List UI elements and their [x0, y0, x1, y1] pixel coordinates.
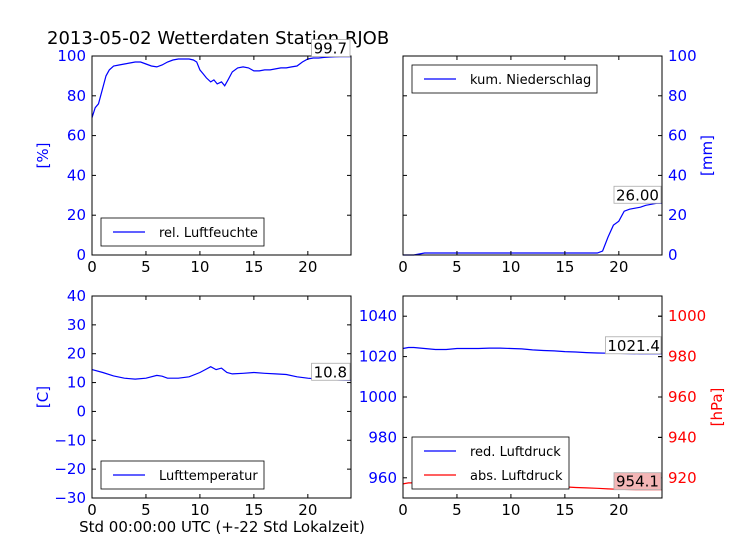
x-tick-label: 5: [452, 258, 462, 276]
y-tick-label: 1020: [359, 348, 397, 366]
y-tick-label: 40: [67, 166, 86, 184]
y-tick-label: 0: [668, 246, 678, 264]
x-tick-label: 5: [141, 258, 151, 276]
panel-top-right: 0 5 10 15 20 0 20 40 60 80 100 [mm] 26.00 kum. Nieder…: [398, 47, 716, 276]
y-axis-label: [mm]: [698, 135, 716, 176]
value-annotation-box: [311, 362, 351, 381]
x-axis-label: Std 00:00:00 UTC (+-22 Std Lokalzeit): [79, 518, 365, 536]
x-tick-label: 10: [190, 258, 209, 276]
legend-label: Lufttemperatur: [159, 469, 258, 484]
y-axis-label: [C]: [34, 386, 52, 408]
value-annotation: 10.8: [314, 363, 347, 381]
y2-tick-label: 960: [668, 388, 697, 406]
panel-bottom-right: 0 5 10 15 20 960 980 1000 1020 1040 920 940 960 980 10…: [359, 295, 726, 519]
x-tick-label: 15: [555, 501, 574, 519]
y-tick-label: 30: [67, 316, 86, 334]
figure-title: 2013-05-02 Wetterdaten Station RJOB: [47, 28, 389, 49]
x-tick-label: 10: [501, 258, 520, 276]
legend-label: kum. Niederschlag: [470, 73, 591, 88]
y-tick-label: 80: [67, 87, 86, 105]
x-tick-label: 0: [87, 501, 97, 519]
y-tick-label: 0: [76, 246, 86, 264]
plot-frame: [402, 55, 663, 256]
y-tick-label: 20: [668, 206, 687, 224]
y-tick-label: 0: [76, 402, 86, 420]
y-tick-label: 40: [67, 287, 86, 305]
plot-frame: [91, 295, 352, 499]
x-tick-label: 10: [501, 501, 520, 519]
y2-tick-label: 980: [668, 348, 697, 366]
x-tick-label: 10: [190, 501, 209, 519]
legend-box: [411, 436, 570, 490]
plot-frame: [91, 55, 352, 256]
x-tick-label: 0: [87, 258, 97, 276]
y2-tick-label: 920: [668, 469, 697, 487]
y-axis-label: [%]: [34, 143, 52, 169]
series-line-rel-luftfeuchte: [91, 55, 351, 118]
y-tick-label: 20: [67, 206, 86, 224]
value-annotation-box: [311, 39, 351, 57]
legend-label: red. Luftdruck: [470, 445, 561, 460]
y2-tick-label: 1000: [668, 307, 706, 325]
x-tick-label: 5: [141, 501, 151, 519]
value-annotation: 1021.4: [607, 337, 660, 355]
legend-label: abs. Luftdruck: [470, 469, 563, 484]
x-tick-label: 15: [244, 501, 263, 519]
y-tick-label: 10: [67, 374, 86, 392]
y-tick-label: −10: [54, 431, 86, 449]
series-line-kum-niederschlag: [403, 202, 662, 256]
x-tick-label: 20: [298, 258, 317, 276]
y-tick-label: −20: [54, 460, 86, 478]
value-annotation-box: [613, 472, 662, 491]
y-tick-label: 60: [67, 127, 86, 145]
x-tick-label: 20: [609, 258, 628, 276]
y-tick-label: 980: [368, 428, 397, 446]
value-annotation: 99.7: [314, 40, 347, 58]
y-tick-label: 20: [67, 345, 86, 363]
x-tick-label: 15: [244, 258, 263, 276]
panel-top-left: 0 5 10 15 20 0 20 40 60 80 100 [%] 99.7 rel. Luftfeuc…: [34, 39, 352, 276]
x-tick-label: 0: [398, 258, 408, 276]
x-tick-label: 0: [398, 501, 408, 519]
y-tick-label: 40: [668, 166, 687, 184]
y2-axis-label: [hPa]: [708, 388, 726, 427]
y-tick-label: 960: [368, 469, 397, 487]
y-tick-label: 1040: [359, 307, 397, 325]
value-annotation-box: [613, 185, 662, 204]
y-tick-label: 100: [668, 47, 697, 65]
y-tick-label: 60: [668, 127, 687, 145]
y-tick-label: 80: [668, 87, 687, 105]
value-annotation: 954.1: [616, 473, 659, 491]
y-tick-label: −30: [54, 489, 86, 507]
panel-bottom-left: 0 5 10 15 20 −30 −20 −10 0 10 20 30 40 [C] 10.8 Lufttem…: [34, 287, 352, 519]
x-tick-label: 20: [609, 501, 628, 519]
y2-tick-label: 940: [668, 428, 697, 446]
series-line-lufttemperatur: [91, 366, 352, 381]
x-tick-label: 15: [555, 258, 574, 276]
legend-label: rel. Luftfeuchte: [159, 226, 258, 241]
y-tick-label: 100: [57, 47, 86, 65]
value-annotation-box: [605, 336, 662, 355]
value-annotation: 26.00: [616, 186, 659, 204]
x-tick-label: 20: [298, 501, 317, 519]
x-tick-label: 5: [452, 501, 462, 519]
y-tick-label: 1000: [359, 388, 397, 406]
